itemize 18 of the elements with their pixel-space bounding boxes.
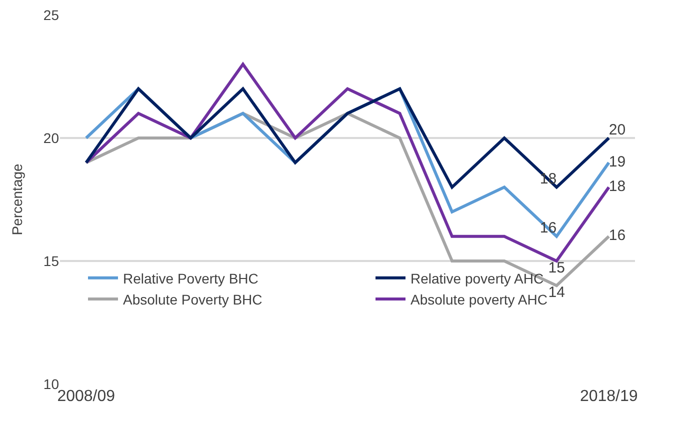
y-tick-label: 25	[43, 6, 60, 23]
x-tick-label: 2018/19	[580, 388, 638, 405]
data-label: 15	[548, 259, 565, 276]
data-label: 20	[608, 121, 626, 138]
x-tick-label: 2008/09	[57, 388, 116, 405]
y-tick-label: 20	[43, 130, 60, 146]
data-label: 14	[548, 284, 565, 301]
legend-label: Absolute poverty AHC	[410, 291, 548, 308]
y-axis-title: Percentage	[9, 163, 25, 236]
legend-label: Absolute Poverty BHC	[123, 291, 262, 308]
y-tick-label: 10	[43, 376, 60, 392]
data-label: 16	[608, 227, 626, 244]
data-label: 19	[608, 153, 626, 170]
data-label: 18	[608, 178, 626, 195]
legend-label: Relative poverty AHC	[410, 270, 544, 286]
y-tick-label: 15	[43, 252, 60, 269]
legend-label: Relative Poverty BHC	[123, 270, 258, 286]
line-series	[84, 87, 610, 189]
